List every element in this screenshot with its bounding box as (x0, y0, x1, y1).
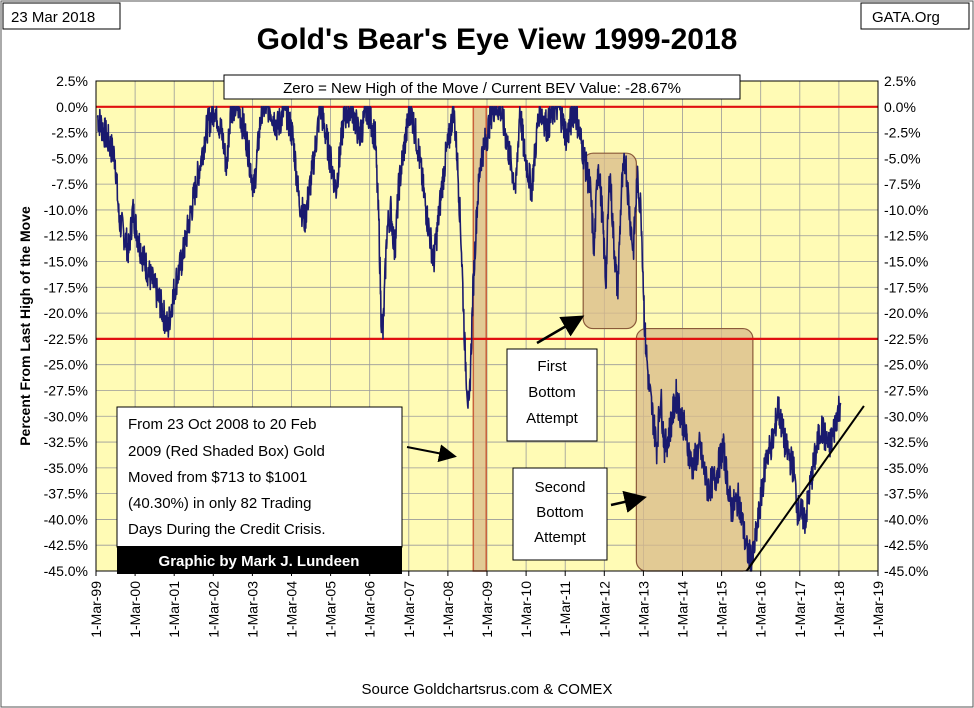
y-tick-label-right: -42.5% (884, 537, 928, 553)
first-bottom-line-3: Attempt (526, 410, 579, 427)
y-tick-label-right: -27.5% (884, 382, 928, 398)
subtitle: Zero = New High of the Move / Current BE… (283, 80, 681, 97)
second-bottom-line-3: Attempt (534, 529, 587, 546)
y-tick-label-left: -45.0% (44, 563, 88, 579)
crisis-note-line-3: Moved from $713 to $1001 (128, 469, 307, 486)
brand-label: GATA.Org (872, 9, 940, 26)
crisis-note-line-2: 2009 (Red Shaded Box) Gold (128, 443, 325, 460)
x-tick-label: 1-Mar-03 (244, 581, 260, 638)
x-axis: 1-Mar-99 1-Mar-00 1-Mar-01 1-Mar-02 1-Mar-03… (88, 571, 886, 638)
x-tick-label: 1-Mar-10 (518, 581, 534, 638)
x-tick-label: 1-Mar-99 (88, 581, 104, 638)
y-tick-label-right: -2.5% (884, 125, 921, 141)
y-tick-label-left: -15.0% (44, 254, 88, 270)
date-box (2, 2, 121, 30)
second-bottom-arrow (610, 490, 647, 513)
x-tick-label: 1-Mar-09 (479, 581, 495, 638)
x-tick-label: 1-Mar-02 (205, 581, 221, 638)
y-tick-label-left: -37.5% (44, 486, 88, 502)
crisis-note-line-5: Days During the Credit Crisis. (128, 521, 326, 538)
y-tick-label-left: -27.5% (44, 382, 88, 398)
y-tick-label-right: -25.0% (884, 357, 928, 373)
y-tick-label-right: -7.5% (884, 176, 921, 192)
y-tick-label-left: -32.5% (44, 434, 88, 450)
y-tick-label-left: -2.5% (51, 125, 88, 141)
source-label: Source Goldchartsrus.com & COMEX (362, 681, 613, 698)
chart-title: Gold's Bear's Eye View 1999-2018 (257, 23, 738, 56)
y-tick-label-left: -30.0% (44, 408, 88, 424)
crisis-note-box (116, 406, 403, 548)
y-tick-label-right: -30.0% (884, 408, 928, 424)
trend-line (745, 405, 865, 572)
y-tick-label-right: -22.5% (884, 331, 928, 347)
y-tick-label-right: -15.0% (884, 254, 928, 270)
x-tick-label: 1-Mar-06 (362, 581, 378, 638)
y-tick-label-left: -17.5% (44, 279, 88, 295)
y-tick-label-left: -7.5% (51, 176, 88, 192)
y-tick-label-right: -45.0% (884, 563, 928, 579)
x-tick-label: 1-Mar-00 (127, 581, 143, 638)
y-tick-label-left: -35.0% (44, 460, 88, 476)
x-tick-label: 1-Mar-18 (831, 581, 847, 638)
x-tick-label: 1-Mar-11 (557, 581, 573, 637)
y-tick-label-left: -20.0% (44, 305, 88, 321)
x-tick-label: 1-Mar-17 (792, 581, 808, 638)
y-tick-label-right: -20.0% (884, 305, 928, 321)
bev-series (96, 106, 842, 572)
y-tick-label-left: -12.5% (44, 228, 88, 244)
y-tick-label-right: -40.0% (884, 511, 928, 527)
second-bottom-line-2: Bottom (536, 504, 584, 521)
second-bottom-note-box (512, 467, 608, 561)
series-line (96, 106, 842, 572)
y-tick-label-left: -40.0% (44, 511, 88, 527)
x-tick-label: 1-Mar-01 (166, 581, 182, 638)
y-tick-label-right: 2.5% (884, 73, 916, 89)
x-tick-label: 1-Mar-19 (870, 581, 886, 638)
y-tick-label-right: -35.0% (884, 460, 928, 476)
y-tick-label-left: -22.5% (44, 331, 88, 347)
y-tick-label-left: -5.0% (51, 150, 88, 166)
x-tick-label: 1-Mar-07 (401, 581, 417, 638)
x-tick-label: 1-Mar-12 (596, 581, 612, 638)
y-tick-label-right: -37.5% (884, 486, 928, 502)
x-tick-label: 1-Mar-04 (284, 581, 300, 638)
y-tick-label-right: -5.0% (884, 150, 921, 166)
first-bottom-note-box (506, 348, 598, 442)
brand-box (860, 2, 970, 30)
y-tick-label-right: -10.0% (884, 202, 928, 218)
reference-lines (96, 105, 878, 340)
crisis-note-line-4: (40.30%) in only 82 Trading (128, 495, 311, 512)
credit-label: Graphic by Mark J. Lundeen (159, 553, 360, 570)
x-tick-label: 1-Mar-15 (714, 581, 730, 638)
date-label: 23 Mar 2018 (11, 9, 95, 26)
x-tick-label: 1-Mar-05 (323, 581, 339, 638)
support-trend-line (745, 405, 865, 572)
x-tick-label: 1-Mar-13 (635, 581, 651, 638)
first-bottom-line-2: Bottom (528, 384, 576, 401)
y-tick-label-right: 0.0% (884, 99, 916, 115)
crisis-note-line-1: From 23 Oct 2008 to 20 Feb (128, 416, 316, 433)
x-tick-label: 1-Mar-16 (753, 581, 769, 638)
first-bottom-arrow (536, 315, 585, 345)
y-tick-label-right: -32.5% (884, 434, 928, 450)
y-axis-right: 2.5% 0.0% -2.5% -5.0% -7.5% -10.0% -12.5% -15.0… (884, 73, 928, 579)
y-axis-left: 2.5% 0.0% -2.5% -5.0% -7.5% -10.0% -12.5% -15.0… (44, 73, 88, 579)
subtitle-box (223, 74, 741, 100)
second-bottom-line-1: Second (535, 479, 586, 496)
y-tick-label-left: -42.5% (44, 537, 88, 553)
x-tick-label: 1-Mar-08 (440, 581, 456, 638)
first-bottom-line-1: First (537, 358, 567, 375)
y-tick-label-left: 2.5% (56, 73, 88, 89)
y-tick-label-right: -12.5% (884, 228, 928, 244)
y-tick-label-left: -10.0% (44, 202, 88, 218)
crisis-arrow (406, 444, 457, 463)
y-tick-label-right: -17.5% (884, 279, 928, 295)
x-tick-label: 1-Mar-14 (675, 581, 691, 638)
credit-banner (117, 546, 402, 574)
y-tick-label-left: 0.0% (56, 99, 88, 115)
y-axis-title: Percent From Last High of the Move (17, 206, 33, 446)
y-tick-label-left: -25.0% (44, 357, 88, 373)
